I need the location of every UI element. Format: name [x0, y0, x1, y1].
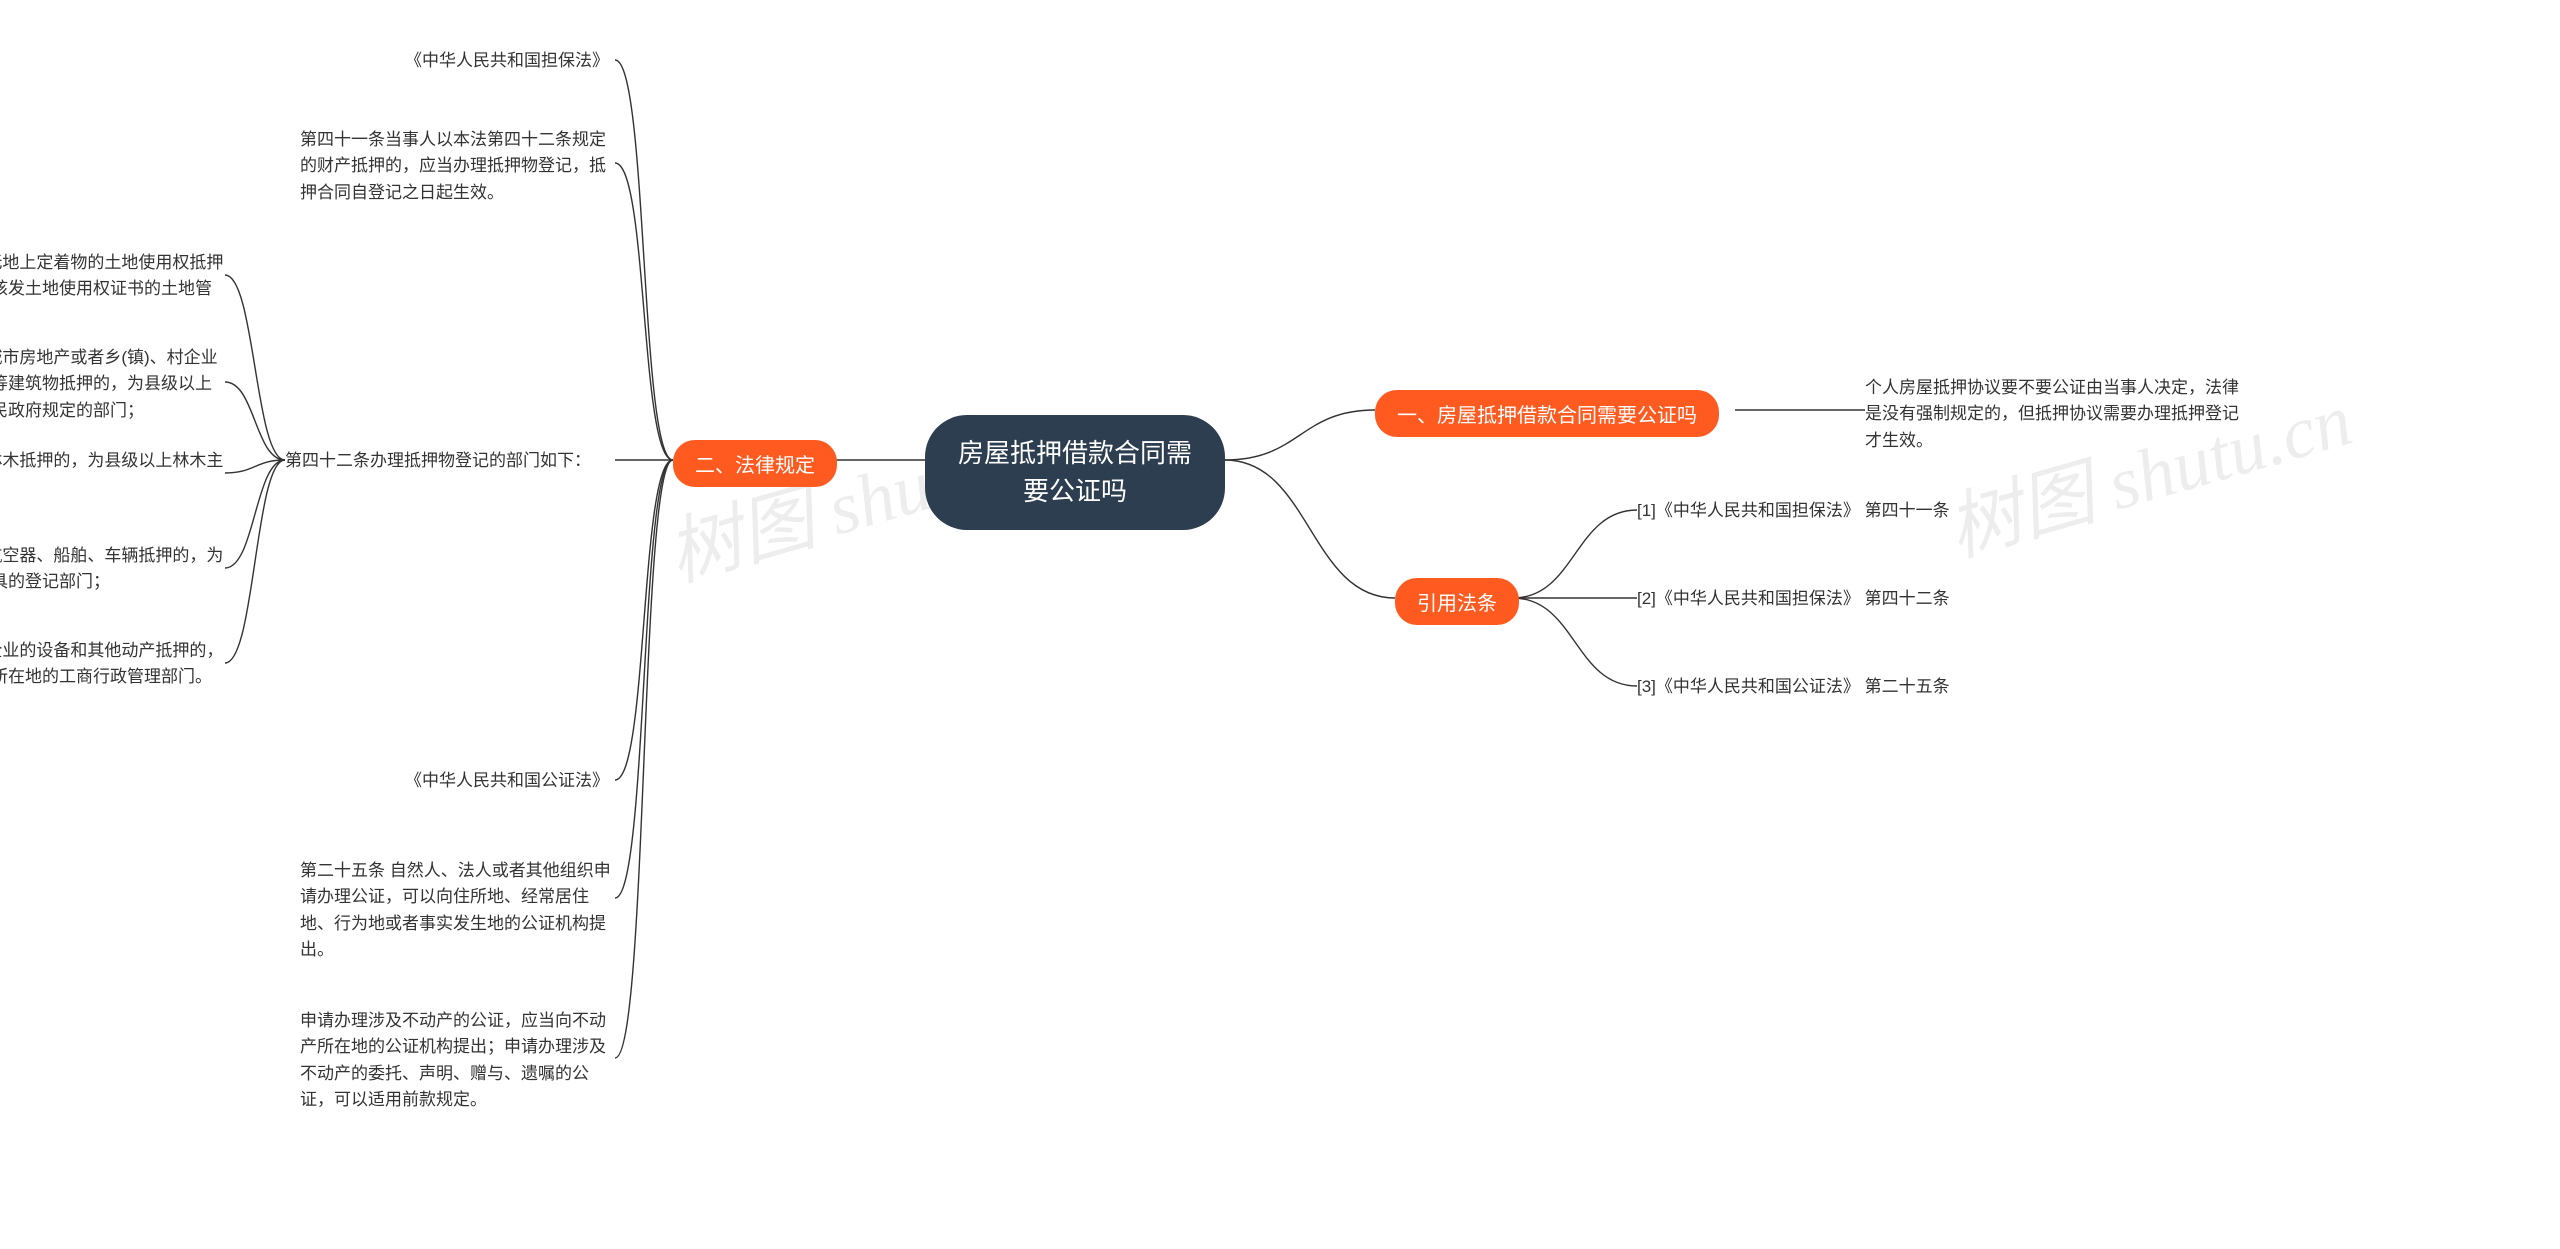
- label: 二、法律规定: [695, 455, 815, 477]
- text: 《中华人民共和国公证法》: [405, 771, 609, 790]
- leaf-r2-2: [2]《中华人民共和国担保法》 第四十二条: [1637, 586, 1950, 612]
- text: 申请办理涉及不动产的公证，应当向不动产所在地的公证机构提出；申请办理涉及不动产的…: [300, 1011, 606, 1109]
- text: (五)以企业的设备和其他动产抵押的，为财产所在地的工商行政管理部门。: [0, 641, 223, 686]
- text: (二)以城市房地产或者乡(镇)、村企业的厂房等建筑物抵押的，为县级以上地方人民政…: [0, 348, 218, 420]
- text: 个人房屋抵押协议要不要公证由当事人决定，法律是没有强制规定的，但抵押协议需要办理…: [1865, 378, 2239, 450]
- text: 第四十二条办理抵押物登记的部门如下：: [285, 451, 591, 470]
- text: [1]《中华人民共和国担保法》 第四十一条: [1637, 501, 1950, 520]
- leaf-l-2: 第四十一条当事人以本法第四十二条规定的财产抵押的，应当办理抵押物登记，抵押合同自…: [300, 127, 615, 206]
- text: (三)以林木抵押的，为县级以上林木主管部门；: [0, 451, 223, 496]
- leaf-l-4: 《中华人民共和国公证法》: [405, 768, 615, 794]
- leaf-r2-3: [3]《中华人民共和国公证法》 第二十五条: [1637, 674, 1950, 700]
- text: (四)以航空器、船舶、车辆抵押的，为运输工具的登记部门；: [0, 546, 223, 591]
- leaf-r2-1: [1]《中华人民共和国担保法》 第四十一条: [1637, 498, 1950, 524]
- branch-right-2[interactable]: 引用法条: [1395, 578, 1519, 625]
- text: 《中华人民共和国担保法》: [405, 51, 609, 70]
- text: (一)以无地上定着物的土地使用权抵押的，为核发土地使用权证书的土地管理部门；: [0, 253, 223, 325]
- leaf-l-1: 《中华人民共和国担保法》: [405, 48, 615, 74]
- label: 引用法条: [1417, 593, 1497, 615]
- label: 一、房屋抵押借款合同需要公证吗: [1397, 405, 1697, 427]
- mindmap-root[interactable]: 房屋抵押借款合同需要公证吗: [925, 415, 1225, 530]
- root-text: 房屋抵押借款合同需要公证吗: [958, 438, 1192, 506]
- leaf-l-3: 第四十二条办理抵押物登记的部门如下：: [285, 448, 615, 474]
- leaf-l3-2: (二)以城市房地产或者乡(镇)、村企业的厂房等建筑物抵押的，为县级以上地方人民政…: [0, 345, 225, 424]
- leaf-l3-5: (五)以企业的设备和其他动产抵押的，为财产所在地的工商行政管理部门。: [0, 638, 225, 691]
- branch-right-1[interactable]: 一、房屋抵押借款合同需要公证吗: [1375, 390, 1719, 437]
- text: [3]《中华人民共和国公证法》 第二十五条: [1637, 677, 1950, 696]
- mindmap-stage: 树图 shutu.cn 树图 shutu.cn 房屋抵押借款合同需要公证吗 一、…: [0, 0, 2560, 1249]
- leaf-l-5: 第二十五条 自然人、法人或者其他组织申请办理公证，可以向住所地、经常居住地、行为…: [300, 858, 615, 963]
- text: 第二十五条 自然人、法人或者其他组织申请办理公证，可以向住所地、经常居住地、行为…: [300, 861, 611, 959]
- text: 第四十一条当事人以本法第四十二条规定的财产抵押的，应当办理抵押物登记，抵押合同自…: [300, 130, 606, 202]
- leaf-l-6: 申请办理涉及不动产的公证，应当向不动产所在地的公证机构提出；申请办理涉及不动产的…: [300, 1008, 615, 1113]
- leaf-l3-3: (三)以林木抵押的，为县级以上林木主管部门；: [0, 448, 225, 501]
- leaf-r1-1: 个人房屋抵押协议要不要公证由当事人决定，法律是没有强制规定的，但抵押协议需要办理…: [1865, 375, 2245, 454]
- leaf-l3-4: (四)以航空器、船舶、车辆抵押的，为运输工具的登记部门；: [0, 543, 225, 596]
- leaf-l3-1: (一)以无地上定着物的土地使用权抵押的，为核发土地使用权证书的土地管理部门；: [0, 250, 225, 329]
- text: [2]《中华人民共和国担保法》 第四十二条: [1637, 589, 1950, 608]
- branch-left[interactable]: 二、法律规定: [673, 440, 837, 487]
